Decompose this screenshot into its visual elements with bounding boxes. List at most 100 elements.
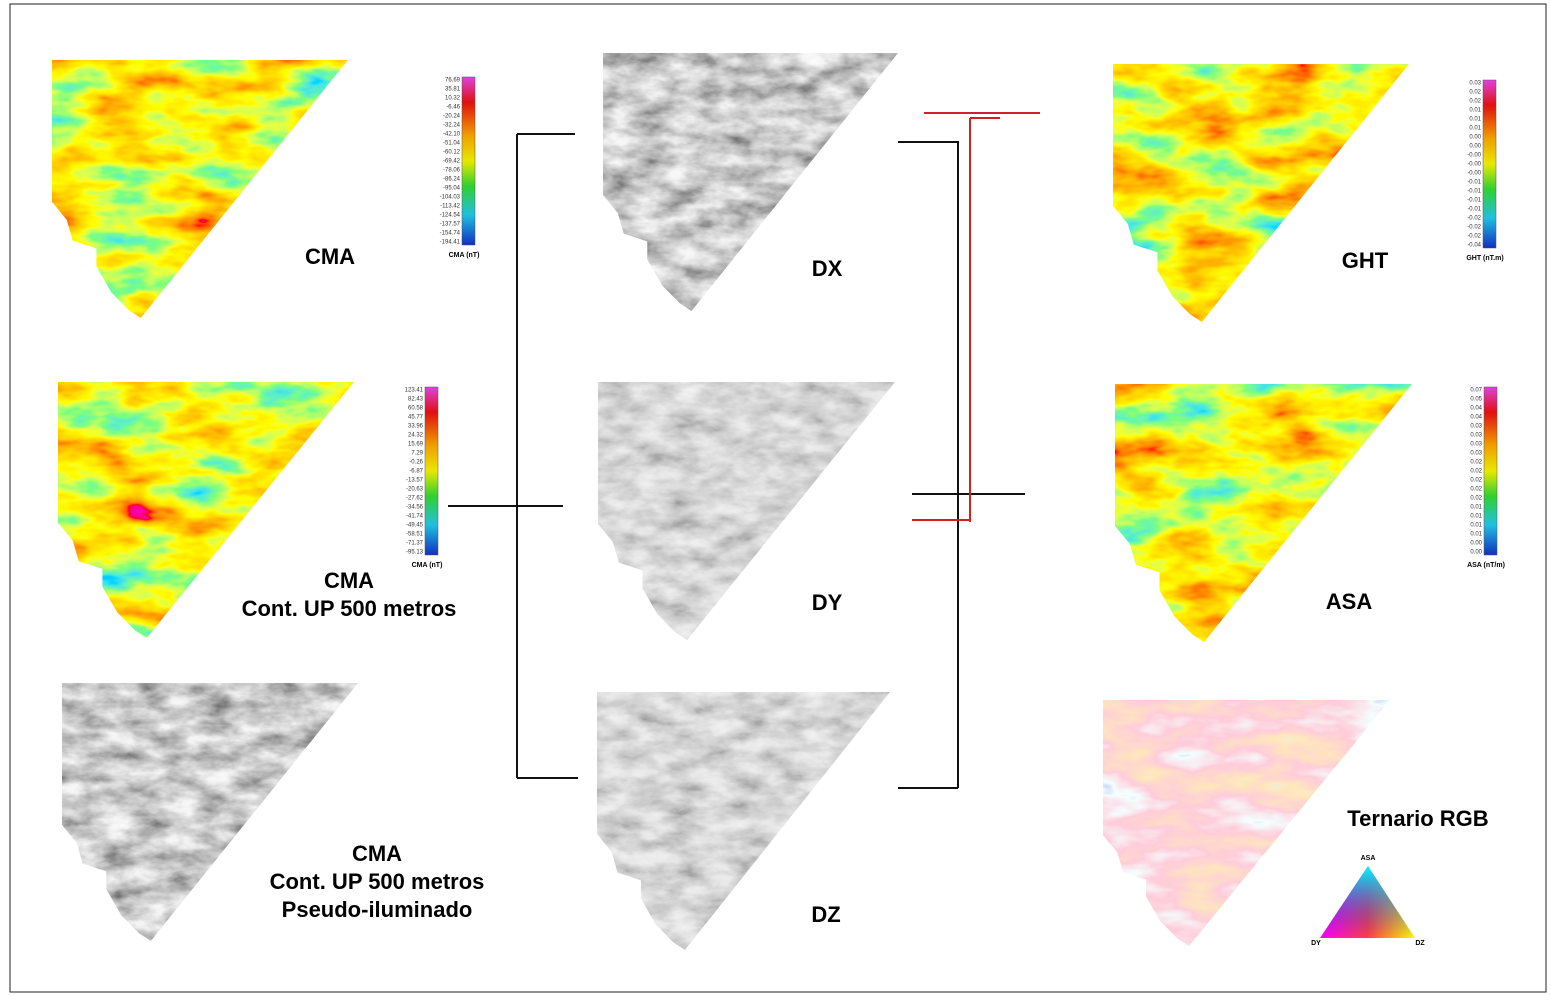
colorbar-tick: 0.03 bbox=[1470, 442, 1482, 448]
map-panel bbox=[597, 692, 890, 950]
colorbar-tick: -13.57 bbox=[406, 478, 424, 484]
colorbar-tick: -27.62 bbox=[406, 496, 424, 502]
colorbar-title: CMA (nT) bbox=[412, 562, 443, 569]
colorbar-tick: -113.42 bbox=[440, 204, 461, 210]
ternary-label: DZ bbox=[1415, 940, 1425, 947]
colorbar-tick: 0.05 bbox=[1470, 397, 1482, 403]
map-image bbox=[1113, 64, 1409, 322]
colorbar-tick: -0.02 bbox=[1467, 216, 1481, 222]
colorbar-tick: 0.04 bbox=[1470, 406, 1482, 412]
colorbar-tick: 0.02 bbox=[1469, 99, 1481, 105]
colorbar-title: ASA (nT/m) bbox=[1467, 562, 1505, 569]
colorbar-tick: -137.57 bbox=[440, 222, 461, 228]
colorbar-tick: 0.03 bbox=[1470, 433, 1482, 439]
colorbar-tick: -124.54 bbox=[440, 213, 461, 219]
colorbar-tick: -58.51 bbox=[406, 532, 424, 538]
panel-label: CMA bbox=[324, 568, 374, 593]
colorbar-tick: -194.41 bbox=[440, 240, 461, 246]
colorbar-tick: -20.24 bbox=[443, 114, 461, 120]
map-panel bbox=[1113, 64, 1409, 322]
colorbar-tick: -6.46 bbox=[446, 105, 460, 111]
colorbar-tick: -49.45 bbox=[406, 523, 424, 529]
colorbar-tick: -95.13 bbox=[406, 550, 424, 556]
panel-label: DZ bbox=[811, 902, 840, 927]
map-panel bbox=[603, 53, 898, 311]
colorbar-tick: 0.03 bbox=[1470, 451, 1482, 457]
colorbar-tick: 0.02 bbox=[1470, 496, 1482, 502]
colorbar bbox=[1484, 387, 1497, 555]
colorbar-tick: 76.69 bbox=[445, 78, 461, 84]
colorbar-title: CMA (nT) bbox=[449, 252, 480, 259]
colorbar-tick: 123.41 bbox=[405, 388, 424, 394]
ternary-label: DY bbox=[1311, 940, 1321, 947]
colorbar-tick: 0.00 bbox=[1470, 550, 1482, 556]
ternary-overlay bbox=[1320, 866, 1415, 938]
colorbar-tick: 60.58 bbox=[408, 406, 424, 412]
colorbar-tick: -0.01 bbox=[1467, 180, 1481, 186]
colorbar-tick: 35.81 bbox=[445, 87, 461, 93]
colorbar bbox=[462, 77, 475, 245]
map-panel bbox=[598, 382, 895, 640]
colorbar-tick: -51.04 bbox=[443, 141, 461, 147]
colorbar-tick: 0.00 bbox=[1470, 541, 1482, 547]
panel-label: CMA bbox=[305, 244, 355, 269]
colorbar bbox=[425, 387, 438, 555]
colorbar-tick: -60.12 bbox=[443, 150, 461, 156]
panel-label: CMA bbox=[352, 841, 402, 866]
colorbar-tick: -95.04 bbox=[443, 186, 461, 192]
colorbar-tick: -0.00 bbox=[1467, 153, 1481, 159]
colorbar-tick: 24.32 bbox=[408, 433, 424, 439]
colorbar-tick: 45.77 bbox=[408, 415, 424, 421]
colorbar-tick: -0.04 bbox=[1467, 243, 1481, 249]
map-image bbox=[597, 692, 890, 950]
map-panel bbox=[52, 60, 348, 318]
colorbar-tick: -0.26 bbox=[409, 460, 423, 466]
colorbar-tick: -86.24 bbox=[443, 177, 461, 183]
colorbar-tick: 0.02 bbox=[1470, 487, 1482, 493]
colorbar-tick: 33.96 bbox=[408, 424, 424, 430]
colorbar-tick: -71.37 bbox=[406, 541, 424, 547]
colorbar-tick: -104.03 bbox=[440, 195, 461, 201]
colorbar-tick: -0.02 bbox=[1467, 234, 1481, 240]
colorbar-tick: -32.24 bbox=[443, 123, 461, 129]
colorbar-tick: 0.01 bbox=[1469, 117, 1481, 123]
figure: CMACMACont. UP 500 metrosCMACont. UP 500… bbox=[0, 0, 1551, 995]
colorbar-tick: -0.01 bbox=[1467, 207, 1481, 213]
colorbar-tick: 0.01 bbox=[1470, 532, 1482, 538]
colorbar-tick: 0.01 bbox=[1469, 126, 1481, 132]
page: CMACMACont. UP 500 metrosCMACont. UP 500… bbox=[0, 0, 1551, 995]
map-image bbox=[598, 382, 895, 640]
colorbar-tick: 0.02 bbox=[1470, 460, 1482, 466]
colorbar-tick: -0.00 bbox=[1467, 171, 1481, 177]
colorbar-tick: -154.74 bbox=[440, 231, 461, 237]
colorbar-tick: -41.74 bbox=[406, 514, 424, 520]
colorbar-tick: 0.00 bbox=[1469, 135, 1481, 141]
colorbar-tick: -69.42 bbox=[443, 159, 461, 165]
colorbar-tick: 0.01 bbox=[1470, 523, 1482, 529]
colorbar-tick: 10.32 bbox=[445, 96, 461, 102]
colorbar-tick: 0.01 bbox=[1470, 505, 1482, 511]
colorbar-tick: -20.63 bbox=[406, 487, 424, 493]
colorbar-tick: 0.00 bbox=[1469, 144, 1481, 150]
colorbar-tick: -0.01 bbox=[1467, 198, 1481, 204]
panel-label: Cont. UP 500 metros bbox=[270, 869, 485, 894]
colorbar-tick: 0.07 bbox=[1470, 388, 1482, 394]
colorbar-tick: 0.04 bbox=[1470, 415, 1482, 421]
panel-label: DX bbox=[812, 256, 843, 281]
ternary-label: ASA bbox=[1361, 855, 1376, 862]
panel-label: GHT bbox=[1342, 248, 1389, 273]
colorbar-tick: 0.01 bbox=[1470, 514, 1482, 520]
colorbar-tick: -0.00 bbox=[1467, 162, 1481, 168]
colorbar-tick: 7.29 bbox=[411, 451, 423, 457]
colorbar bbox=[1483, 80, 1496, 248]
colorbar-tick: -78.06 bbox=[443, 168, 461, 174]
colorbar-tick: -0.02 bbox=[1467, 225, 1481, 231]
panel-label: ASA bbox=[1326, 589, 1373, 614]
colorbar-tick: 0.03 bbox=[1470, 424, 1482, 430]
colorbar-title: GHT (nT.m) bbox=[1466, 255, 1503, 262]
colorbar-tick: 0.02 bbox=[1470, 478, 1482, 484]
panel-label: Ternario RGB bbox=[1347, 806, 1488, 831]
colorbar-tick: -42.10 bbox=[443, 132, 461, 138]
map-image bbox=[52, 60, 348, 318]
panel-label: DY bbox=[812, 590, 843, 615]
